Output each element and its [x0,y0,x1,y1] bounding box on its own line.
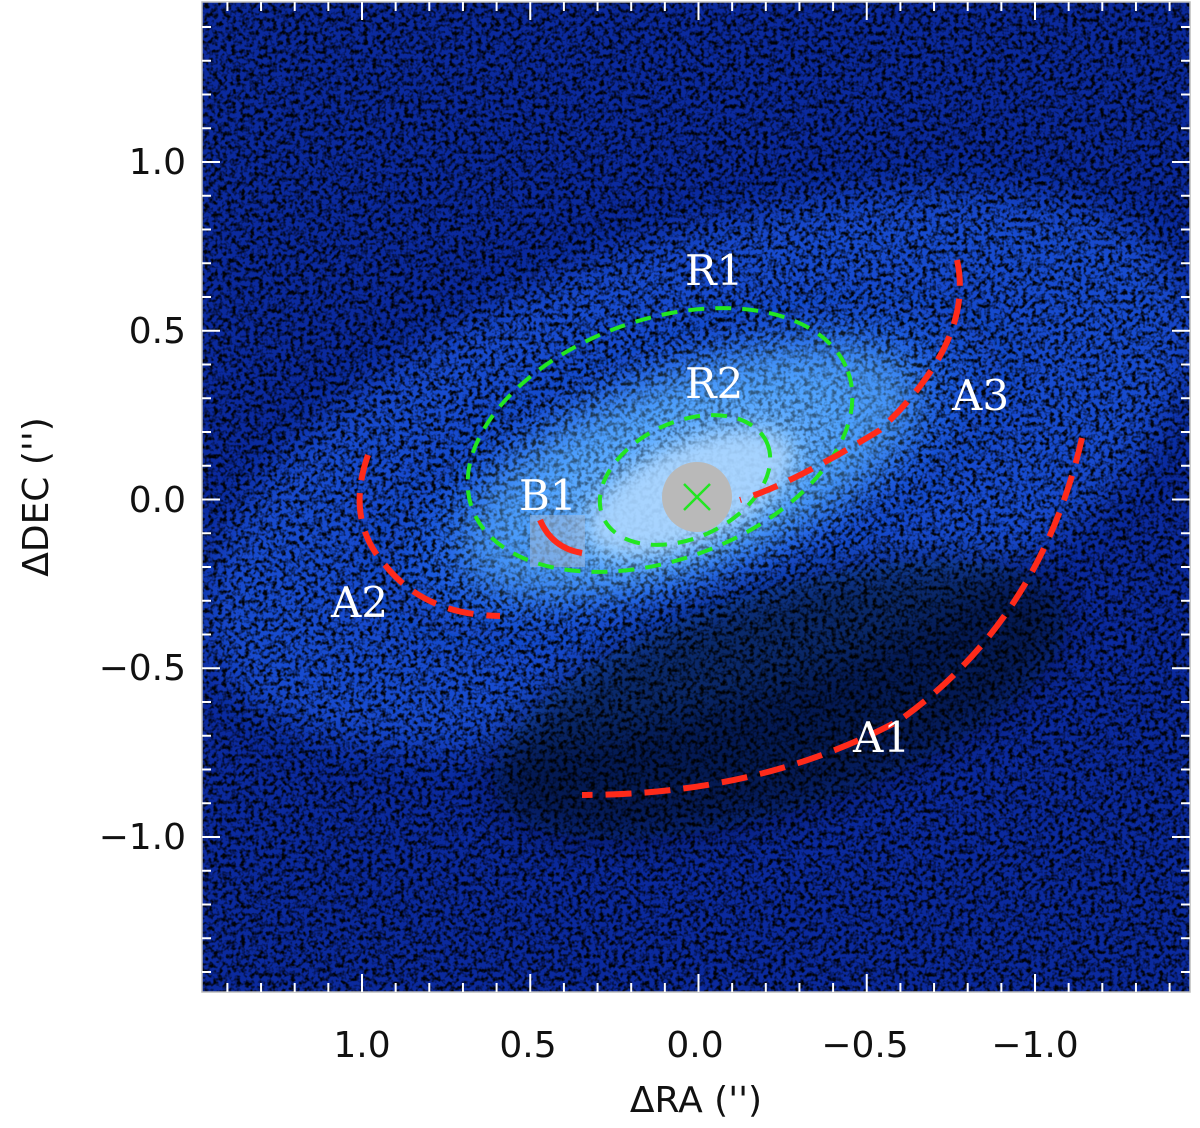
y-tick-label: 0.0 [129,480,186,521]
label-a2: A2 [330,578,388,627]
arc-a2 [356,454,501,619]
arc-a3 [739,259,963,503]
label-r1: R1 [685,246,743,295]
y-tick-label: −1.0 [99,817,186,858]
x-axis-title: ΔRA ('') [630,1080,762,1121]
ellipse-r2 [597,413,773,547]
x-tick-labels: 1.0 0.5 0.0 −0.5 −1.0 [333,1025,1078,1066]
x-tick-label: −0.5 [821,1025,908,1066]
y-tick-label: 0.5 [129,311,186,352]
x-tick-label: 0.0 [666,1025,723,1066]
x-tick-label: 0.5 [499,1025,556,1066]
x-tick-label: −1.0 [991,1025,1078,1066]
label-a3: A3 [951,371,1009,420]
axis-ticks [202,2,1190,992]
label-b1: B1 [519,471,577,520]
x-tick-label: 1.0 [333,1025,390,1066]
y-axis-title: ΔDEC ('') [16,417,57,577]
image-area: R1 R2 B1 A1 A2 A3 [202,2,1190,992]
y-tick-label: −0.5 [99,648,186,689]
arc-a1 [581,437,1085,798]
arc-b1 [537,518,583,556]
ellipse-r1 [465,306,855,574]
y-tick-label: 1.0 [129,142,186,183]
label-a1: A1 [852,713,910,762]
y-tick-labels: 1.0 0.5 0.0 −0.5 −1.0 [99,142,186,858]
label-r2: R2 [685,359,743,408]
plot-frame [201,1,1191,993]
x-mark-icon [683,483,711,511]
